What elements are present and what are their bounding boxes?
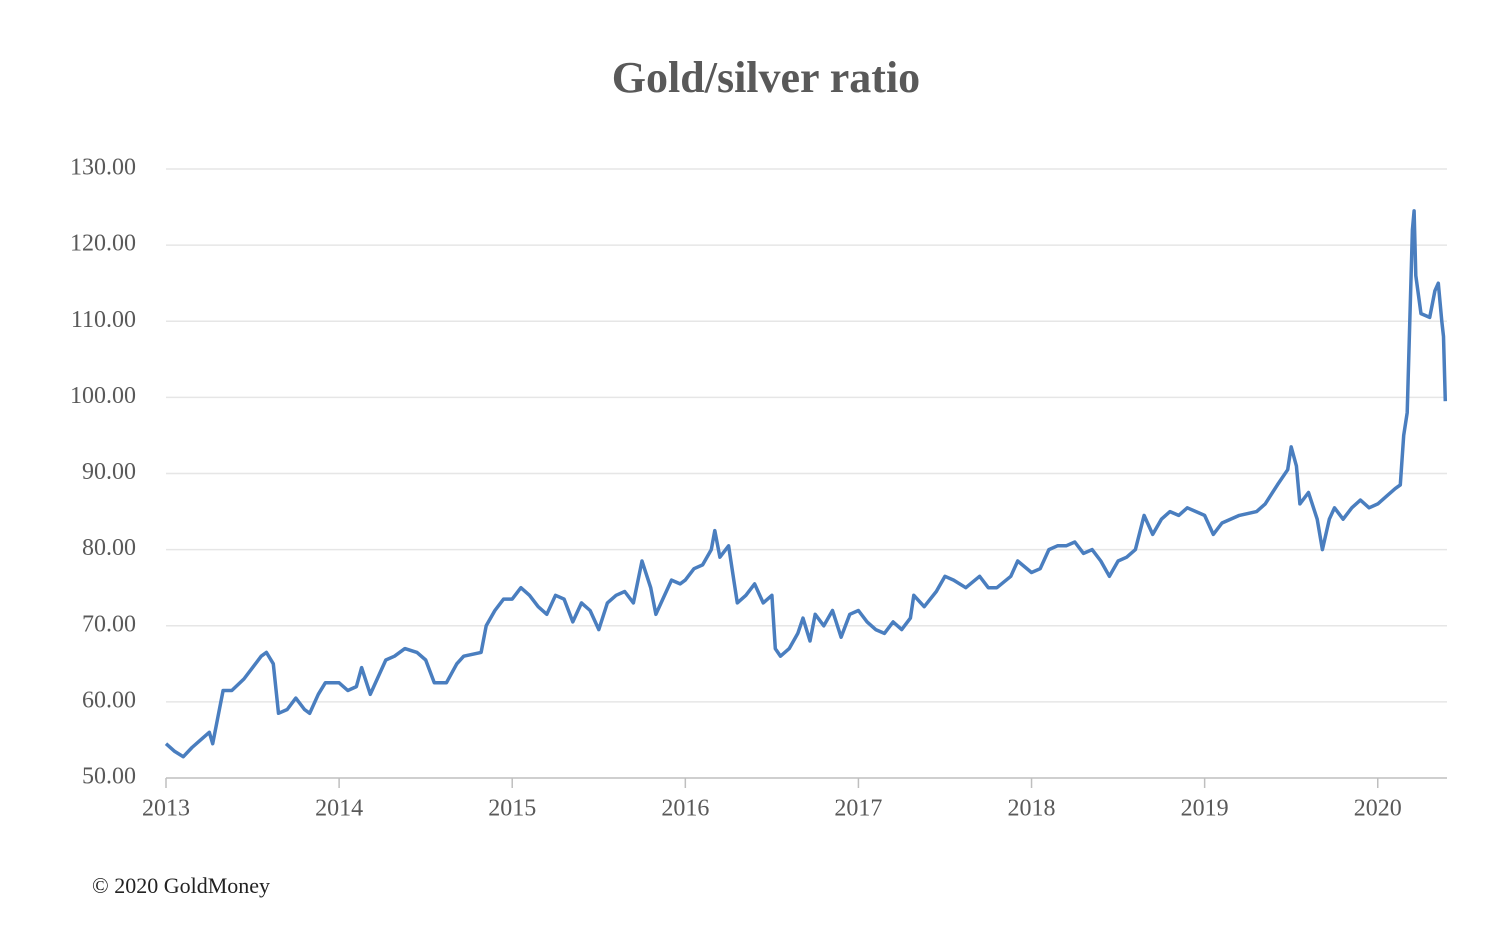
x-tick-label: 2016 [661,796,709,822]
x-tick-label: 2018 [1008,796,1056,822]
y-tick-label: 50.00 [82,764,136,790]
x-tick-label: 2020 [1354,796,1402,822]
y-tick-label: 60.00 [82,687,136,713]
y-tick-label: 130.00 [70,155,136,181]
y-tick-label: 100.00 [70,383,136,409]
y-tick-label: 80.00 [82,535,136,561]
x-tick-label: 2019 [1181,796,1229,822]
y-tick-label: 70.00 [82,611,136,637]
chart-title: Gold/silver ratio [612,53,920,102]
y-tick-label: 90.00 [82,459,136,485]
x-tick-label: 2017 [834,796,882,822]
source-note: © 2020 GoldMoney [92,873,270,898]
y-tick-label: 120.00 [70,231,136,257]
x-tick-label: 2015 [488,796,536,822]
x-tick-label: 2014 [315,796,363,822]
data-line [164,209,1448,759]
y-tick-label: 110.00 [71,307,136,333]
x-tick-label: 2013 [142,796,190,822]
